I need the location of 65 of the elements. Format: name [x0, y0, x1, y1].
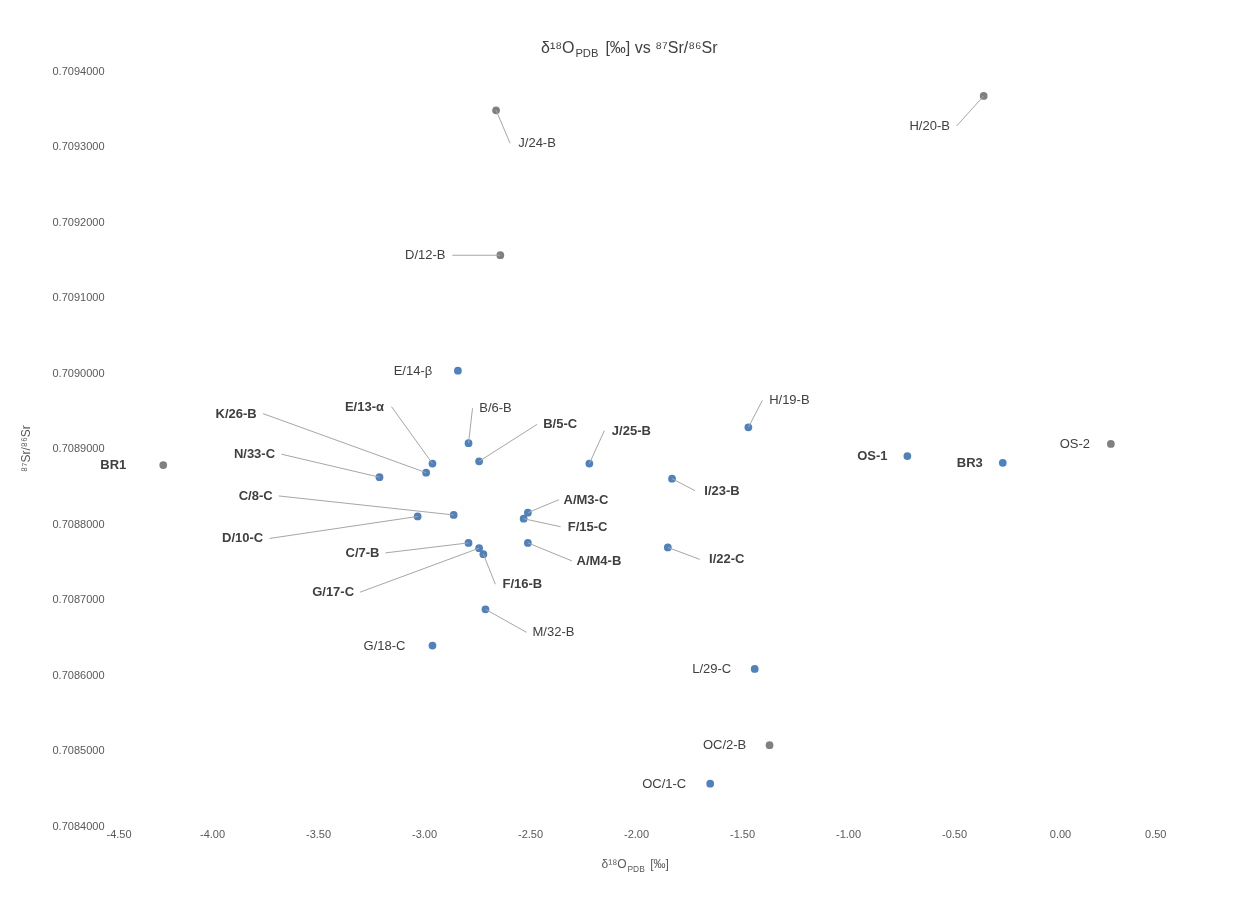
- annotation: D/10-C: [222, 530, 264, 546]
- x-tick-label: -2.50: [517, 827, 544, 840]
- annotation: H/20-B: [909, 117, 950, 133]
- y-tick-label: 0.7088000: [52, 517, 105, 530]
- annotation: C/7-B: [345, 544, 380, 560]
- annotation: K/26-B: [215, 405, 257, 421]
- annotation: J/24-B: [518, 135, 556, 151]
- annotation: F/16-B: [502, 576, 543, 592]
- annotation: I/23-B: [704, 482, 740, 498]
- annotation: H/19-B: [769, 392, 810, 408]
- point: [765, 741, 774, 750]
- y-axis-title: ⁸⁷Sr/⁸⁶Sr: [19, 425, 33, 472]
- point: [159, 461, 168, 469]
- annotation: N/33-C: [233, 446, 276, 462]
- point: [998, 458, 1007, 467]
- x-tick-label: 0.50: [1145, 827, 1167, 840]
- y-tick-label: 0.7091000: [52, 291, 105, 303]
- annotation: L/29-C: [692, 660, 732, 676]
- y-tick-label: 0.7093000: [52, 140, 105, 152]
- y-tick-label: 0.7094000: [52, 64, 105, 77]
- annotation: OC/2-B: [702, 737, 747, 753]
- annotation: A/M3-C: [563, 491, 609, 507]
- annotation: F/15-C: [567, 518, 609, 534]
- y-tick-label: 0.7090000: [52, 366, 105, 379]
- annotation: E/13-α: [344, 398, 385, 414]
- point: [1107, 440, 1115, 448]
- annotation: C/8-C: [238, 487, 274, 503]
- x-tick-label: -3.00: [411, 827, 438, 840]
- annotation: B/5-C: [543, 416, 578, 432]
- point: [903, 452, 912, 460]
- annotation: OS-1: [857, 448, 888, 464]
- point: [428, 641, 437, 650]
- annotation: G/18-C: [363, 637, 406, 653]
- annotation: OC/1-C: [642, 775, 687, 791]
- y-tick-label: 0.7089000: [52, 442, 105, 454]
- y-tick-label: 0.7087000: [52, 593, 105, 605]
- annotation: OS-2: [1059, 435, 1091, 451]
- point: [663, 543, 672, 552]
- annotation: BR1: [100, 457, 127, 473]
- annotation: G/17-C: [312, 584, 355, 600]
- annotation: D/12-B: [405, 247, 446, 263]
- annotation: I/22-C: [709, 551, 746, 567]
- annotation: B/6-B: [479, 400, 512, 416]
- x-tick-label: -1.50: [729, 827, 756, 840]
- x-tick-label: -3.50: [305, 827, 332, 840]
- annotation: A/M4-B: [576, 552, 622, 568]
- y-tick-label: 0.7092000: [52, 215, 105, 228]
- x-tick-label: 0.00: [1049, 827, 1072, 840]
- x-tick-label: -1.00: [835, 827, 862, 840]
- x-tick-label: -4.50: [106, 827, 132, 840]
- point: [706, 779, 715, 788]
- point: [750, 665, 759, 673]
- x-tick-label: -0.50: [941, 827, 968, 840]
- y-tick-label: 0.7085000: [52, 744, 105, 756]
- annotation: M/32-B: [532, 624, 575, 640]
- point: [479, 550, 488, 559]
- x-tick-label: -2.00: [623, 827, 650, 840]
- y-tick-label: 0.7084000: [52, 819, 105, 832]
- x-tick-label: -4.00: [199, 827, 226, 840]
- annotation: E/14-β: [393, 362, 433, 378]
- annotation: BR3: [956, 454, 983, 470]
- point: [496, 251, 505, 260]
- annotation: J/25-B: [611, 422, 651, 438]
- y-tick-label: 0.7086000: [52, 668, 105, 681]
- point: [454, 366, 462, 375]
